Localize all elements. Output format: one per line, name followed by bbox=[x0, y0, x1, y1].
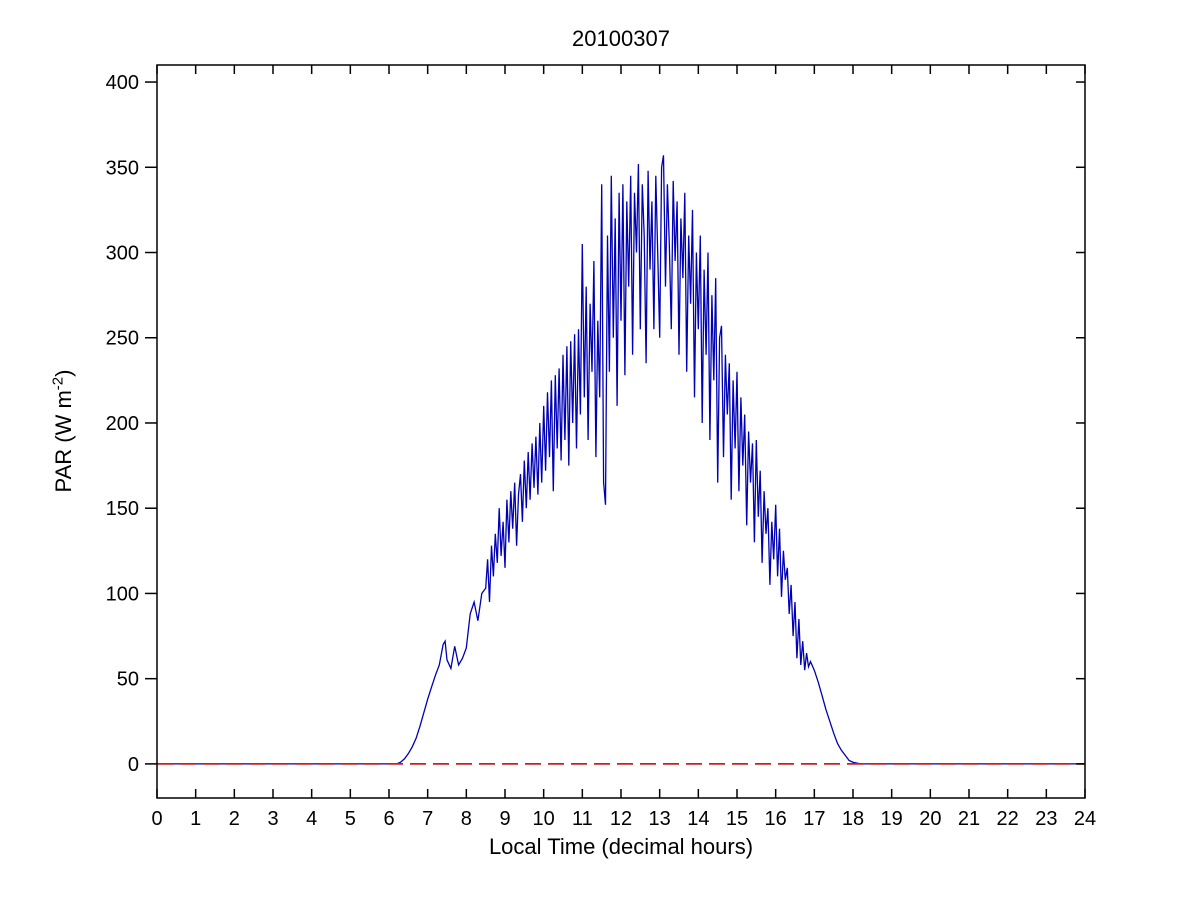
chart-title: 20100307 bbox=[572, 26, 670, 51]
y-tick-label: 100 bbox=[106, 583, 139, 605]
x-tick-label: 11 bbox=[572, 808, 593, 830]
x-tick-label: 15 bbox=[726, 808, 748, 830]
x-tick-label: 8 bbox=[461, 808, 472, 830]
x-tick-label: 12 bbox=[610, 808, 632, 830]
x-axis-label: Local Time (decimal hours) bbox=[488, 834, 754, 859]
y-tick-label: 50 bbox=[117, 669, 139, 691]
x-tick-label: 21 bbox=[958, 808, 980, 830]
x-tick-label: 22 bbox=[997, 808, 1019, 830]
x-tick-label: 2 bbox=[229, 808, 240, 830]
x-tick-label: 20 bbox=[919, 808, 941, 830]
y-tick-label: 350 bbox=[106, 157, 139, 179]
x-tick-label: 3 bbox=[267, 808, 278, 830]
x-tick-label: 4 bbox=[306, 808, 317, 830]
plot-box bbox=[156, 64, 1086, 799]
x-tick-label: 18 bbox=[842, 808, 864, 830]
y-tick-label: 400 bbox=[106, 72, 139, 94]
y-tick-label: 250 bbox=[106, 328, 139, 350]
y-axis-label-suffix: ) bbox=[51, 369, 76, 377]
x-tick-label: 16 bbox=[765, 808, 787, 830]
y-axis-label: PAR (W m-2) bbox=[49, 369, 77, 493]
x-tick-label: 7 bbox=[422, 808, 433, 830]
y-tick-label: 0 bbox=[128, 754, 139, 776]
x-tick-label: 0 bbox=[151, 808, 162, 830]
x-tick-label: 1 bbox=[190, 808, 201, 830]
par-series-line bbox=[157, 155, 1085, 765]
x-tick-label: 6 bbox=[383, 808, 394, 830]
x-tick-label: 14 bbox=[687, 808, 709, 830]
x-tick-label: 23 bbox=[1035, 808, 1057, 830]
x-tick-label: 24 bbox=[1074, 808, 1096, 830]
y-tick-label: 150 bbox=[106, 498, 139, 520]
y-axis-label-text: PAR (W m bbox=[51, 390, 76, 493]
x-tick-label: 5 bbox=[345, 808, 356, 830]
x-tick-label: 17 bbox=[803, 808, 825, 830]
x-tick-label: 10 bbox=[533, 808, 555, 830]
y-tick-label: 200 bbox=[106, 413, 139, 435]
y-tick-label: 300 bbox=[106, 243, 139, 265]
x-tick-label: 13 bbox=[649, 808, 671, 830]
y-axis-label-superscript: -2 bbox=[49, 376, 67, 391]
x-tick-label: 9 bbox=[499, 808, 510, 830]
x-tick-label: 19 bbox=[881, 808, 903, 830]
